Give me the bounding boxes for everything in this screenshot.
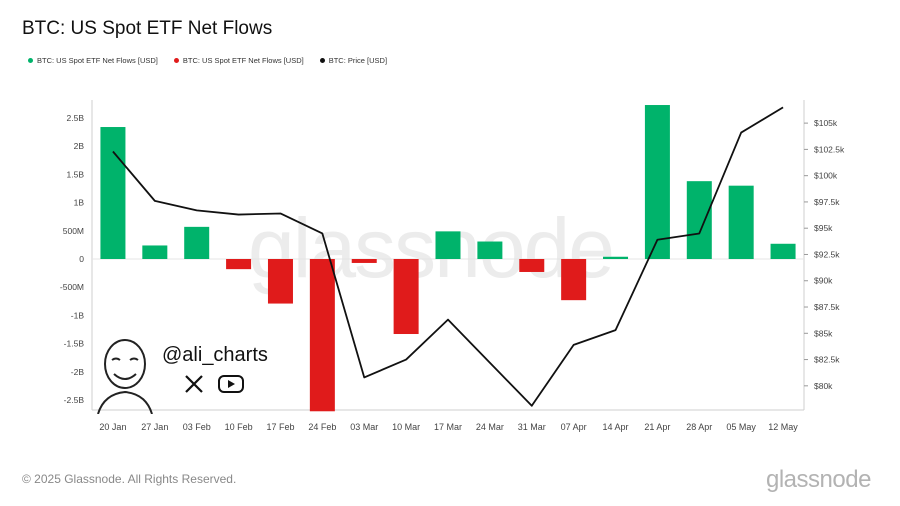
legend-dot-black bbox=[319, 58, 325, 63]
outflow-bar bbox=[519, 259, 545, 272]
x-tick-label: 27 Jan bbox=[141, 422, 168, 432]
x-logo-icon[interactable] bbox=[184, 374, 204, 394]
x-tick-label: 28 Apr bbox=[686, 422, 712, 432]
legend-dot-green bbox=[28, 58, 33, 63]
inflow-bar bbox=[142, 245, 168, 259]
right-tick-label: $100k bbox=[814, 171, 838, 181]
legend-dot-red bbox=[173, 58, 179, 63]
right-tick-label: $85k bbox=[814, 328, 833, 338]
right-tick-label: $80k bbox=[814, 381, 833, 391]
right-tick-label: $97.5k bbox=[814, 197, 840, 207]
legend-label-inflows: BTC: US Spot ETF Net Flows [USD] bbox=[37, 56, 158, 65]
legend-item-inflows[interactable]: BTC: US Spot ETF Net Flows [USD] bbox=[28, 56, 158, 65]
left-tick-label: -2.5B bbox=[64, 395, 85, 405]
outflow-bar bbox=[267, 259, 293, 304]
x-tick-label: 20 Jan bbox=[99, 422, 126, 432]
x-tick-label: 07 Apr bbox=[561, 422, 587, 432]
x-tick-label: 03 Feb bbox=[183, 422, 211, 432]
inflow-bar bbox=[184, 226, 210, 259]
outflow-bar bbox=[226, 259, 252, 270]
right-tick-label: $102.5k bbox=[814, 144, 845, 154]
inflow-bar bbox=[770, 243, 796, 259]
inflow-bar bbox=[477, 241, 503, 259]
left-tick-label: 500M bbox=[63, 226, 84, 236]
x-tick-label: 21 Apr bbox=[644, 422, 670, 432]
legend: BTC: US Spot ETF Net Flows [USD] BTC: US… bbox=[28, 56, 387, 65]
avatar-icon bbox=[97, 339, 153, 414]
outflow-bar bbox=[561, 259, 587, 301]
price-line bbox=[112, 106, 784, 407]
inflow-bar bbox=[728, 185, 754, 259]
inflow-bar bbox=[686, 181, 712, 259]
social-icons bbox=[184, 374, 244, 394]
legend-label-outflows: BTC: US Spot ETF Net Flows [USD] bbox=[182, 56, 304, 65]
legend-item-price[interactable]: BTC: Price [USD] bbox=[319, 56, 388, 65]
x-tick-label: 03 Mar bbox=[350, 422, 378, 432]
right-tick-label: $95k bbox=[814, 223, 833, 233]
left-tick-label: 2.5B bbox=[67, 113, 85, 123]
legend-label-price: BTC: Price [USD] bbox=[328, 56, 388, 65]
glassnode-logo: glassnode bbox=[766, 466, 871, 493]
inflow-bar bbox=[100, 127, 126, 259]
x-tick-label: 31 Mar bbox=[518, 422, 546, 432]
x-tick-label: 24 Mar bbox=[476, 422, 504, 432]
left-tick-label: -1B bbox=[71, 310, 85, 320]
copyright-text: © 2025 Glassnode. All Rights Reserved. bbox=[22, 472, 237, 486]
x-tick-label: 17 Mar bbox=[434, 422, 462, 432]
x-tick-label: 24 Feb bbox=[308, 422, 336, 432]
right-tick-label: $82.5k bbox=[814, 355, 840, 365]
author-handle: @ali_charts bbox=[162, 344, 268, 366]
youtube-icon[interactable] bbox=[218, 374, 244, 394]
x-tick-label: 17 Feb bbox=[266, 422, 294, 432]
author-overlay: @ali_charts bbox=[92, 330, 282, 414]
right-tick-label: $90k bbox=[814, 276, 833, 286]
left-tick-label: 2B bbox=[74, 141, 85, 151]
left-tick-label: 1.5B bbox=[67, 169, 85, 179]
outflow-bar bbox=[351, 259, 377, 263]
right-tick-label: $105k bbox=[814, 118, 838, 128]
right-tick-label: $92.5k bbox=[814, 249, 840, 259]
left-tick-label: -2B bbox=[71, 367, 85, 377]
inflow-bar bbox=[644, 105, 670, 259]
inflow-bar bbox=[435, 231, 461, 259]
outflow-bar bbox=[393, 259, 419, 335]
left-tick-label: 0 bbox=[79, 254, 84, 264]
legend-item-outflows[interactable]: BTC: US Spot ETF Net Flows [USD] bbox=[173, 56, 304, 65]
left-tick-label: -500M bbox=[60, 282, 84, 292]
x-tick-label: 05 May bbox=[726, 422, 756, 432]
right-tick-label: $87.5k bbox=[814, 302, 840, 312]
x-tick-label: 12 May bbox=[768, 422, 798, 432]
x-tick-label: 10 Mar bbox=[392, 422, 420, 432]
left-tick-label: 1B bbox=[74, 198, 85, 208]
x-tick-label: 14 Apr bbox=[603, 422, 629, 432]
inflow-bar bbox=[603, 256, 629, 259]
left-tick-label: -1.5B bbox=[64, 339, 85, 349]
outflow-bar bbox=[309, 259, 335, 412]
chart-title: BTC: US Spot ETF Net Flows bbox=[22, 18, 273, 39]
x-tick-label: 10 Feb bbox=[225, 422, 253, 432]
